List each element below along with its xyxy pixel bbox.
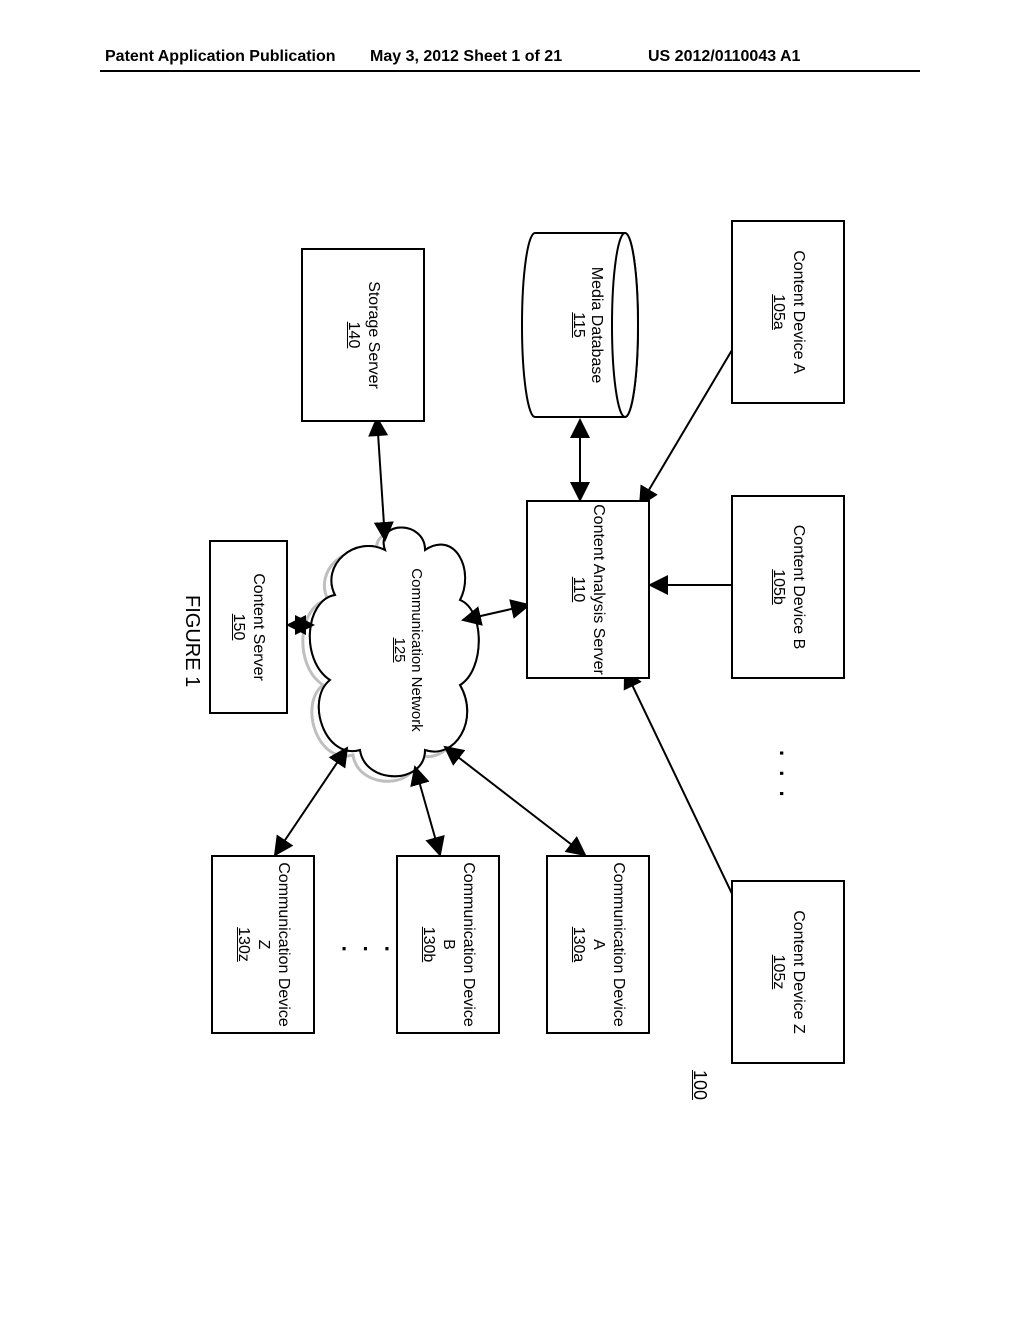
media-database-label: Media Database 115 — [569, 230, 605, 420]
system-ref: 100 — [689, 1070, 710, 1100]
communication-device-a: Communication Device A 130a — [546, 855, 650, 1034]
mdb-title: Media Database — [587, 230, 605, 420]
node-ref: 130a — [568, 927, 588, 963]
cloud-label: Communication Network 125 — [391, 560, 425, 740]
header-rule — [100, 70, 920, 72]
node-ref: 130z — [233, 927, 253, 962]
pub-label: Patent Application Publication — [105, 48, 336, 66]
node-title: Communication Device B — [438, 857, 478, 1032]
node-ref: 130b — [418, 927, 438, 963]
node-ref: 105z — [768, 955, 788, 990]
content-device-b: Content Device B 105b — [731, 495, 845, 679]
content-analysis-server: Content Analysis Server 110 — [526, 500, 650, 679]
node-ref: 110 — [568, 577, 588, 603]
diagram-rotated-container: Media Database 115 Content Device A 105a… — [0, 200, 855, 860]
node-ref: 140 — [343, 322, 363, 349]
node-title: Content Analysis Server — [588, 504, 608, 675]
node-ref: 105a — [768, 294, 788, 330]
cloud-title: Communication Network — [408, 560, 425, 740]
ellipsis-content-devices: . . . — [774, 750, 800, 801]
date-sheet: May 3, 2012 Sheet 1 of 21 — [370, 48, 562, 66]
doc-number: US 2012/0110043 A1 — [648, 48, 800, 66]
communication-device-z: Communication Device Z 130z — [211, 855, 315, 1034]
ellipsis-comm-devices: · · · — [336, 935, 390, 961]
mdb-ref: 115 — [569, 230, 587, 420]
page: Patent Application Publication May 3, 20… — [0, 0, 1024, 1320]
figure-label: FIGURE 1 — [180, 595, 203, 687]
node-title: Storage Server — [363, 281, 383, 389]
content-server: Content Server 150 — [209, 540, 288, 714]
communication-device-b: Communication Device B 130b — [396, 855, 500, 1034]
node-title: Content Device Z — [788, 910, 808, 1034]
content-device-a: Content Device A 105a — [731, 220, 845, 404]
content-device-z: Content Device Z 105z — [731, 880, 845, 1064]
node-title: Communication Device A — [588, 857, 628, 1032]
node-title: Content Device B — [788, 525, 808, 650]
node-title: Content Device A — [788, 250, 808, 374]
node-ref: 150 — [229, 614, 249, 641]
node-title: Content Server — [249, 573, 269, 681]
cloud-ref: 125 — [391, 560, 408, 740]
system-diagram: Media Database 115 Content Device A 105a… — [195, 200, 855, 1100]
storage-server: Storage Server 140 — [301, 248, 425, 422]
node-ref: 105b — [768, 569, 788, 605]
node-title: Communication Device Z — [253, 857, 293, 1032]
